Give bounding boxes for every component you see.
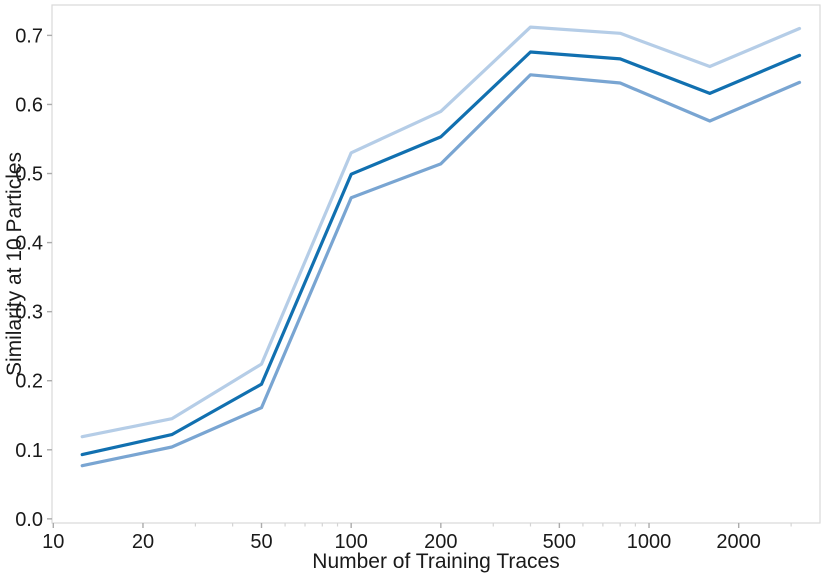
mean-line xyxy=(80,50,802,457)
y-axis-title: Similarity at 10 Particles xyxy=(3,152,26,376)
axis-ticks: 0.0 0.1 0.2 0.3 0.4 0.5 0.6 0.7 10 20 50 100 200 500 1… xyxy=(15,25,792,553)
y-tick-label: 0.1 xyxy=(15,440,43,462)
y-tick-label: 0.6 xyxy=(15,94,43,116)
x-axis-title: Number of Training Traces xyxy=(312,550,559,573)
y-tick-label: 0.5 xyxy=(15,164,43,186)
y-tick-label: 0.0 xyxy=(15,509,43,531)
data-lines xyxy=(80,25,802,468)
y-tick-label: 0.2 xyxy=(15,371,43,393)
x-tick-label: 500 xyxy=(543,531,576,553)
plot-panel xyxy=(51,4,821,524)
x-tick-label: 2000 xyxy=(716,531,761,553)
x-tick-label: 200 xyxy=(424,531,457,553)
x-tick-label: 1000 xyxy=(627,531,672,553)
y-tick-label: 0.3 xyxy=(15,302,43,324)
x-tick-label: 20 xyxy=(132,531,154,553)
lower-bound-line xyxy=(80,73,802,468)
x-tick-label: 100 xyxy=(334,531,367,553)
x-tick-label: 10 xyxy=(42,531,64,553)
y-tick-label: 0.4 xyxy=(15,233,43,255)
y-tick-label: 0.7 xyxy=(15,25,43,47)
upper-bound-line xyxy=(80,25,802,439)
x-tick-label: 50 xyxy=(250,531,272,553)
